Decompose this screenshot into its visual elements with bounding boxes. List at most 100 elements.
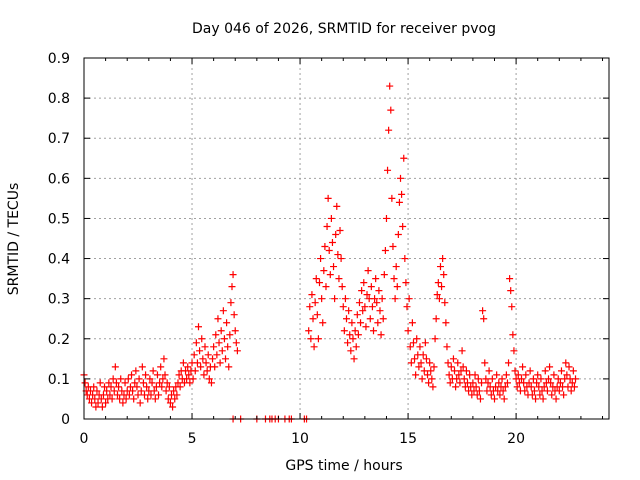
axis-ticks: 0 0.1 0.2 0.3 0.4 0.5 0.6 0.7 0.8 0.9 0 5 10 15 20: [48, 51, 609, 447]
data-point-marker: [144, 395, 152, 403]
data-point-marker: [219, 307, 227, 315]
data-point-marker: [160, 355, 168, 363]
data-point-marker: [189, 375, 197, 383]
data-point-marker: [228, 283, 236, 291]
data-point-marker: [528, 391, 536, 399]
data-point-marker: [395, 198, 403, 206]
data-point-marker: [372, 275, 380, 283]
data-point-marker: [393, 283, 401, 291]
data-point-marker: [94, 399, 102, 407]
data-point-marker: [415, 363, 423, 371]
data-point-marker: [378, 295, 386, 303]
data-point-marker: [327, 214, 335, 222]
data-point-marker: [444, 359, 452, 367]
data-point-marker: [391, 295, 399, 303]
data-point-marker: [226, 331, 234, 339]
data-point-marker: [163, 379, 171, 387]
data-point-marker: [479, 307, 487, 315]
data-point-marker: [473, 391, 481, 399]
data-point-marker: [328, 239, 336, 247]
data-point-marker: [176, 383, 184, 391]
data-point-marker: [90, 383, 98, 391]
data-point-marker: [336, 226, 344, 234]
data-point-marker: [409, 339, 417, 347]
data-point-marker: [475, 387, 483, 395]
data-point-marker: [119, 399, 127, 407]
data-point-marker: [500, 395, 508, 403]
data-point-marker: [511, 367, 519, 375]
data-point-marker: [324, 194, 332, 202]
data-point-marker: [149, 367, 157, 375]
data-point-marker: [482, 375, 490, 383]
data-point-marker: [488, 375, 496, 383]
y-tick-label: 0.2: [48, 332, 70, 348]
data-point-marker: [190, 351, 198, 359]
data-point-marker: [112, 379, 120, 387]
data-point-marker: [166, 399, 174, 407]
data-point-marker: [505, 359, 513, 367]
y-tick-label: 0.5: [48, 211, 70, 227]
data-point-marker: [424, 371, 432, 379]
data-points: [80, 82, 580, 423]
data-point-marker: [428, 375, 436, 383]
data-point-marker: [91, 395, 99, 403]
data-point-marker: [390, 275, 398, 283]
y-tick-label: 0.8: [48, 91, 70, 107]
grid-lines: [84, 58, 609, 419]
data-point-marker: [481, 359, 489, 367]
data-point-marker: [392, 263, 400, 271]
data-point-marker: [165, 383, 173, 391]
data-point-marker: [338, 283, 346, 291]
data-point-marker: [472, 383, 480, 391]
data-point-marker: [406, 343, 414, 351]
data-point-marker: [459, 363, 467, 371]
data-point-marker: [400, 154, 408, 162]
data-point-marker: [117, 375, 125, 383]
data-point-marker: [175, 371, 183, 379]
data-point-marker: [443, 343, 451, 351]
data-point-marker: [230, 311, 238, 319]
data-point-marker: [373, 299, 381, 307]
data-point-marker: [337, 255, 345, 263]
data-point-marker: [128, 371, 136, 379]
data-point-marker: [402, 279, 410, 287]
data-point-marker: [449, 355, 457, 363]
data-point-marker: [352, 343, 360, 351]
data-point-marker: [408, 319, 416, 327]
data-point-marker: [526, 367, 534, 375]
data-point-marker: [411, 355, 419, 363]
data-point-marker: [480, 315, 488, 323]
data-point-marker: [367, 283, 375, 291]
data-point-marker: [565, 363, 573, 371]
data-point-marker: [134, 391, 142, 399]
data-point-marker: [131, 379, 139, 387]
data-point-marker: [306, 303, 314, 311]
data-point-marker: [547, 379, 555, 387]
data-point-marker: [568, 379, 576, 387]
data-point-marker: [121, 379, 129, 387]
data-point-marker: [217, 327, 225, 335]
data-point-marker: [416, 343, 424, 351]
data-point-marker: [186, 379, 194, 387]
data-point-marker: [334, 251, 342, 259]
plot-frame: [83, 57, 610, 420]
data-point-marker: [537, 375, 545, 383]
data-point-marker: [509, 331, 517, 339]
data-point-marker: [151, 395, 159, 403]
data-point-marker: [358, 287, 366, 295]
data-point-marker: [451, 367, 459, 375]
data-point-marker: [469, 379, 477, 387]
data-point-marker: [198, 335, 206, 343]
data-point-marker: [541, 367, 549, 375]
data-point-marker: [341, 295, 349, 303]
data-point-marker: [92, 403, 100, 411]
data-point-marker: [108, 395, 116, 403]
data-point-marker: [99, 391, 107, 399]
data-point-marker: [125, 391, 133, 399]
data-point-marker: [192, 339, 200, 347]
data-point-marker: [314, 335, 322, 343]
data-point-marker: [527, 383, 535, 391]
x-tick-label: 5: [188, 431, 197, 447]
data-point-marker: [548, 391, 556, 399]
data-point-marker: [96, 379, 104, 387]
